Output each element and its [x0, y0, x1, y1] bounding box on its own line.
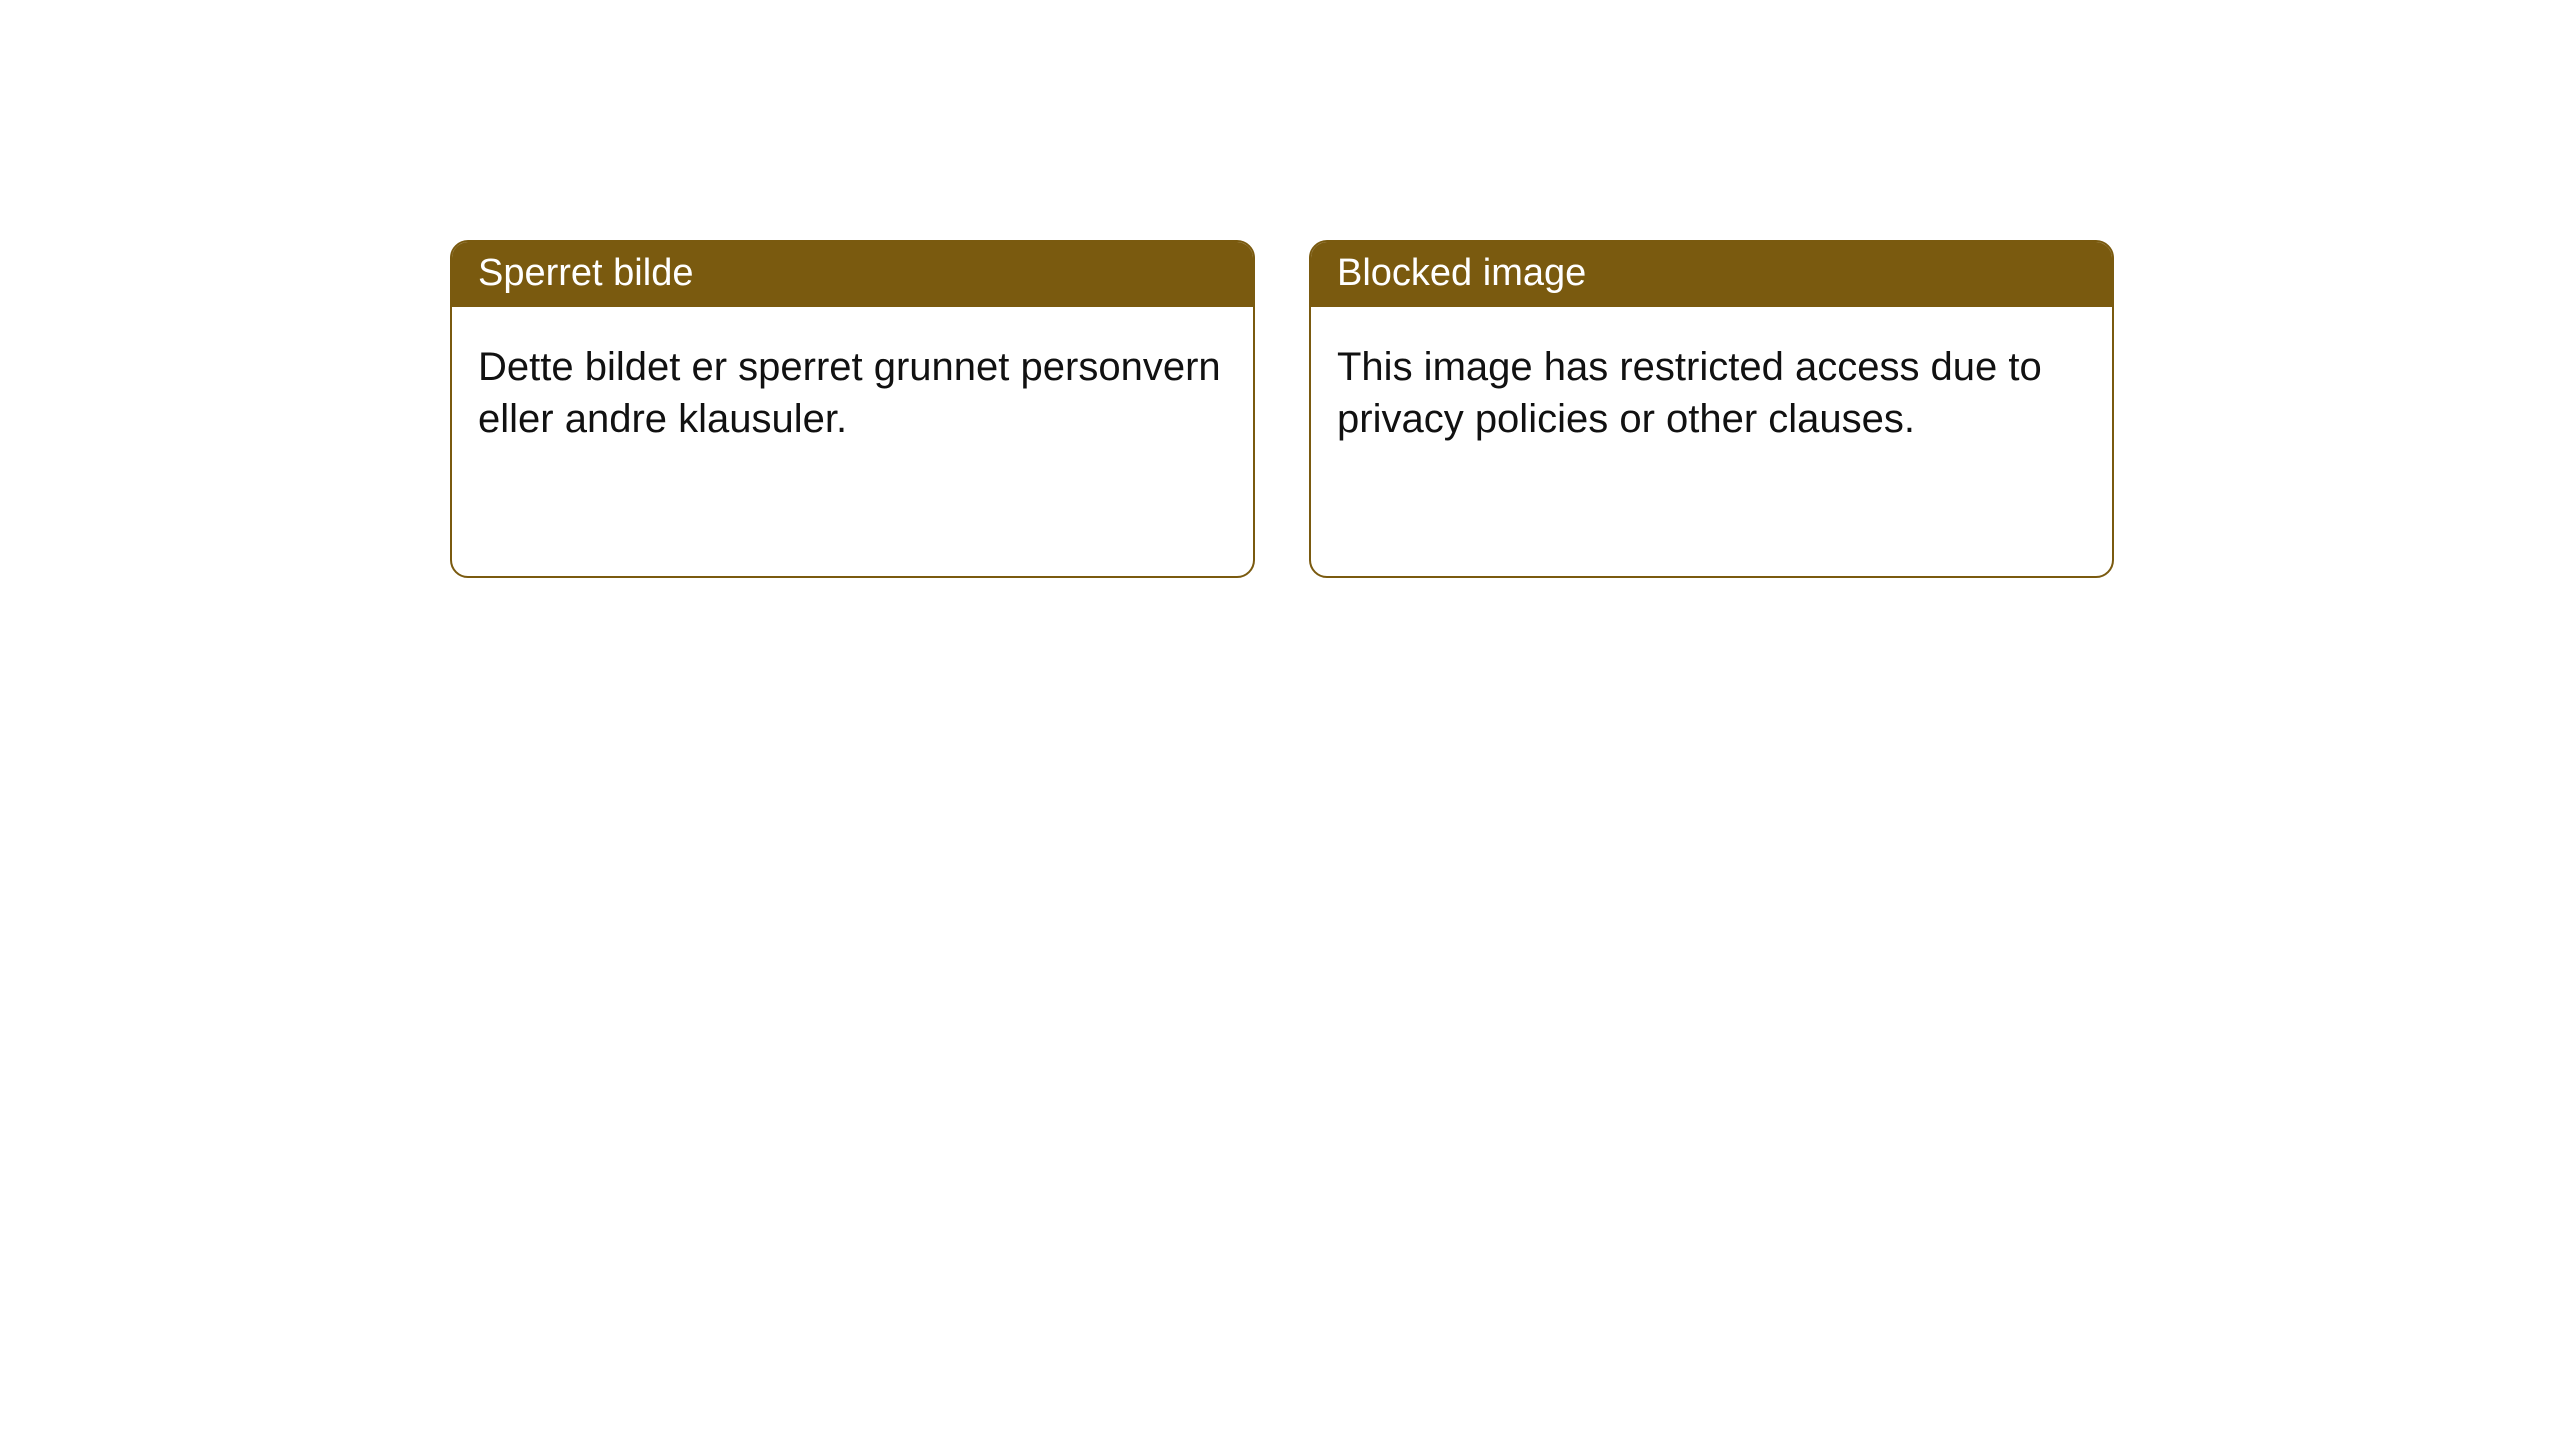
notice-header-no: Sperret bilde — [452, 242, 1253, 307]
notice-card-en: Blocked image This image has restricted … — [1309, 240, 2114, 578]
notice-body-text-no: Dette bildet er sperret grunnet personve… — [478, 345, 1221, 441]
notice-body-no: Dette bildet er sperret grunnet personve… — [452, 307, 1253, 471]
notice-header-en: Blocked image — [1311, 242, 2112, 307]
notice-row: Sperret bilde Dette bildet er sperret gr… — [450, 240, 2114, 578]
notice-body-en: This image has restricted access due to … — [1311, 307, 2112, 471]
notice-title-en: Blocked image — [1337, 252, 1586, 294]
notice-card-no: Sperret bilde Dette bildet er sperret gr… — [450, 240, 1255, 578]
notice-title-no: Sperret bilde — [478, 252, 693, 294]
notice-body-text-en: This image has restricted access due to … — [1337, 345, 2042, 441]
